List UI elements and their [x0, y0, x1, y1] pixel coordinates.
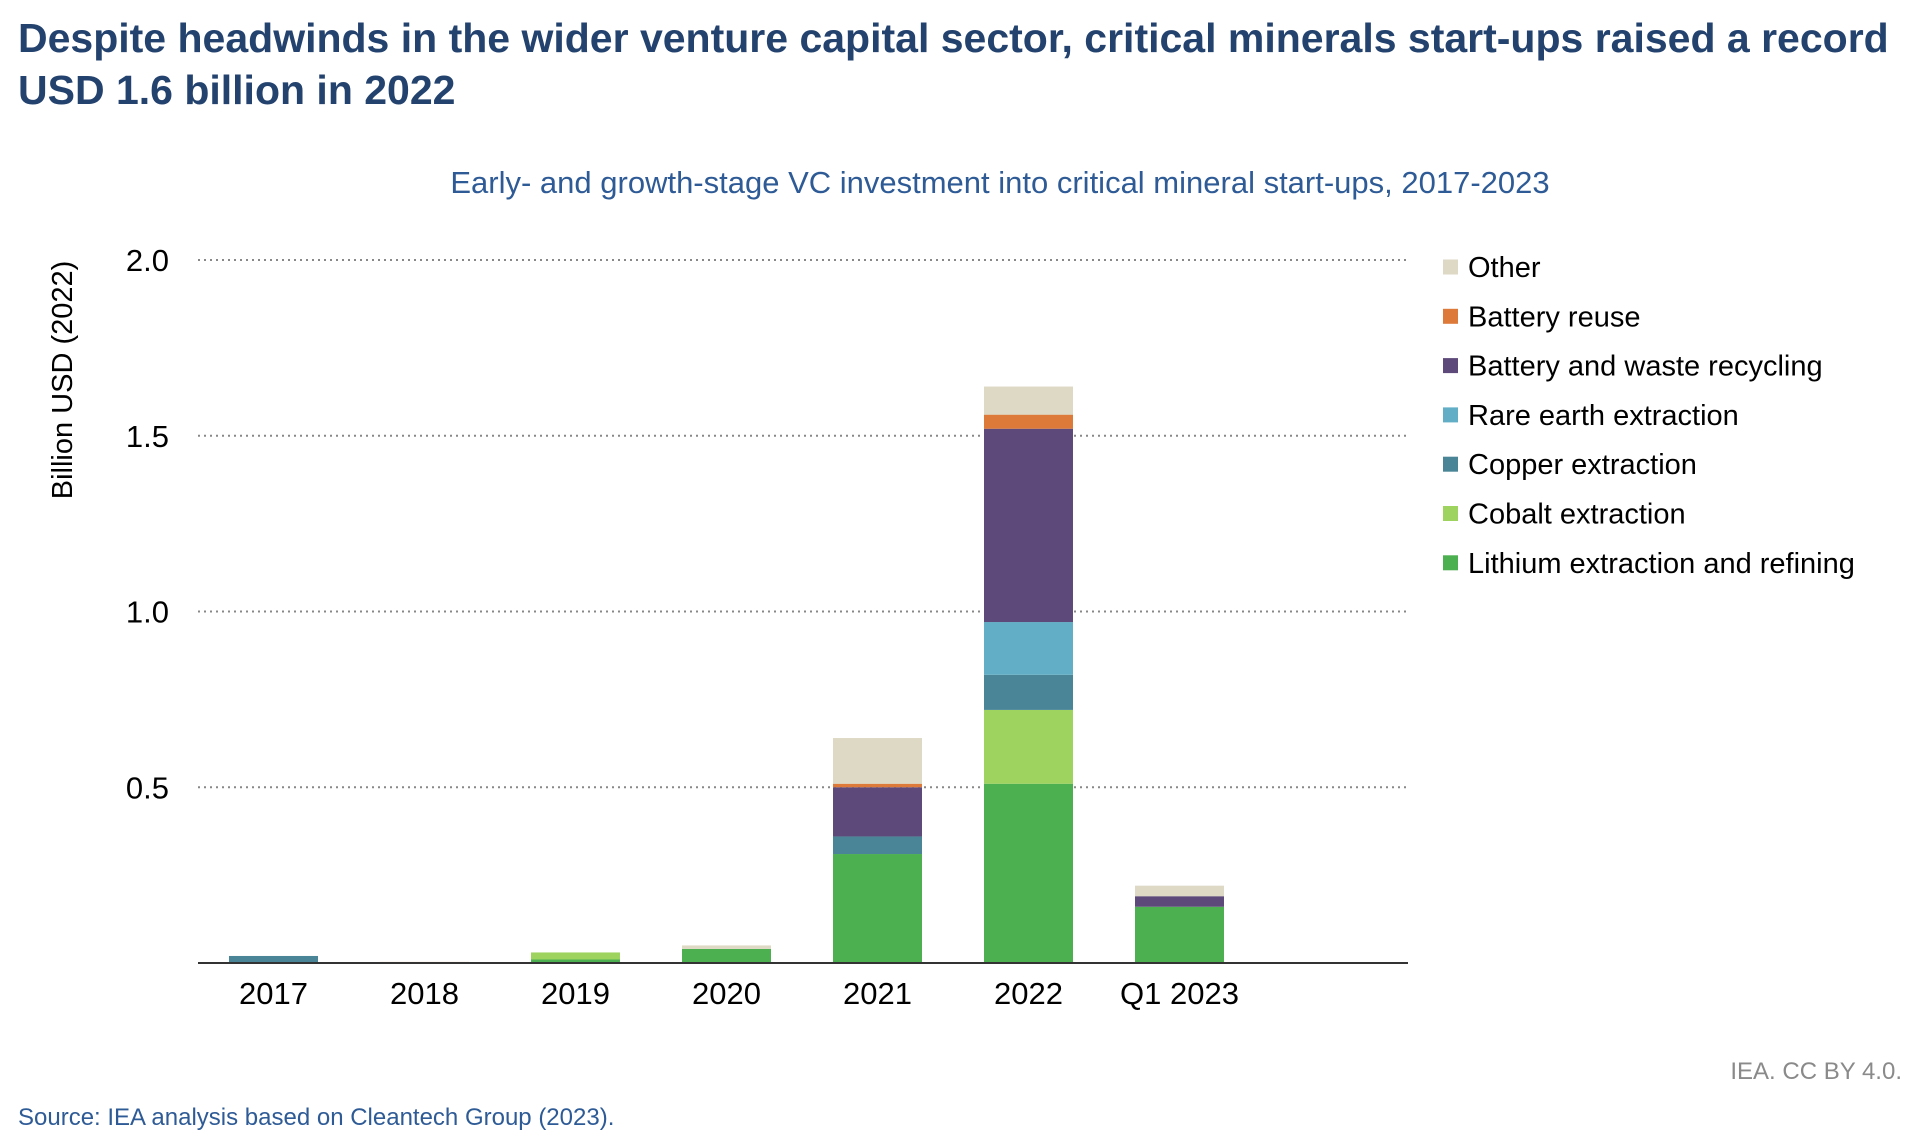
bar-segment	[682, 945, 771, 949]
bar-segment	[531, 952, 620, 960]
legend-swatch	[1443, 506, 1458, 521]
legend-label: Rare earth extraction	[1468, 400, 1739, 432]
source-note: Source: IEA analysis based on Cleantech …	[18, 1104, 615, 1131]
bar-segment	[984, 414, 1073, 429]
bar-segment	[1135, 896, 1224, 907]
credit-note: IEA. CC BY 4.0.	[1730, 1058, 1902, 1085]
bar-segment	[984, 428, 1073, 623]
bar-segment	[682, 948, 771, 963]
legend-swatch	[1443, 555, 1458, 571]
bar-segment	[984, 674, 1073, 710]
x-tick-label: 2021	[843, 976, 912, 1011]
x-tick-label: 2022	[994, 976, 1063, 1011]
gridlines: 0.5 1.0 1.5 2.0	[126, 243, 1408, 805]
bar-segment	[984, 709, 1073, 784]
bar-segment	[1135, 885, 1224, 897]
x-tick-label: 2017	[239, 976, 308, 1011]
legend-swatch	[1443, 358, 1458, 374]
legend-swatch	[1443, 407, 1458, 423]
x-tick-label: 2019	[541, 976, 610, 1011]
x-tick-label: Q1 2023	[1120, 976, 1239, 1011]
legend-label: Other	[1468, 252, 1541, 284]
bar-segment	[833, 783, 922, 788]
bar-segment	[984, 783, 1073, 963]
x-tick-label: 2020	[692, 976, 761, 1011]
page-headline: Despite headwinds in the wider venture c…	[18, 15, 1889, 113]
y-tick-label: 0.5	[126, 770, 169, 805]
bar-segment	[984, 386, 1073, 415]
bar-segment	[229, 955, 318, 963]
legend-label: Lithium extraction and refining	[1468, 548, 1855, 580]
bar-segment	[1135, 906, 1224, 963]
y-tick-label: 2.0	[126, 243, 169, 278]
bar-segment	[833, 854, 922, 963]
y-tick-label: 1.5	[126, 419, 169, 454]
y-axis-label: Billion USD (2022)	[47, 261, 79, 500]
legend-swatch	[1443, 456, 1458, 472]
bar-segment	[531, 959, 620, 963]
legend-label: Cobalt extraction	[1468, 499, 1686, 531]
axes: 2017 2018 2019 2020 2021 2022 Q1 2023	[198, 962, 1408, 1011]
legend-label: Battery reuse	[1468, 301, 1640, 333]
bar-segment	[833, 738, 922, 784]
y-tick-label: 1.0	[126, 595, 169, 630]
bar-segment	[984, 622, 1073, 675]
legend-label: Copper extraction	[1468, 449, 1697, 481]
bars	[229, 386, 1224, 963]
bar-segment	[833, 836, 922, 855]
bar-segment	[833, 787, 922, 837]
x-tick-label: 2018	[390, 976, 459, 1011]
legend-label: Battery and waste recycling	[1468, 351, 1823, 383]
legend-swatch	[1443, 308, 1458, 324]
chart-title: Early- and growth-stage VC investment in…	[450, 165, 1549, 200]
legend: Other Battery reuse Battery and waste recy…	[1443, 252, 1855, 580]
legend-swatch	[1443, 259, 1458, 275]
